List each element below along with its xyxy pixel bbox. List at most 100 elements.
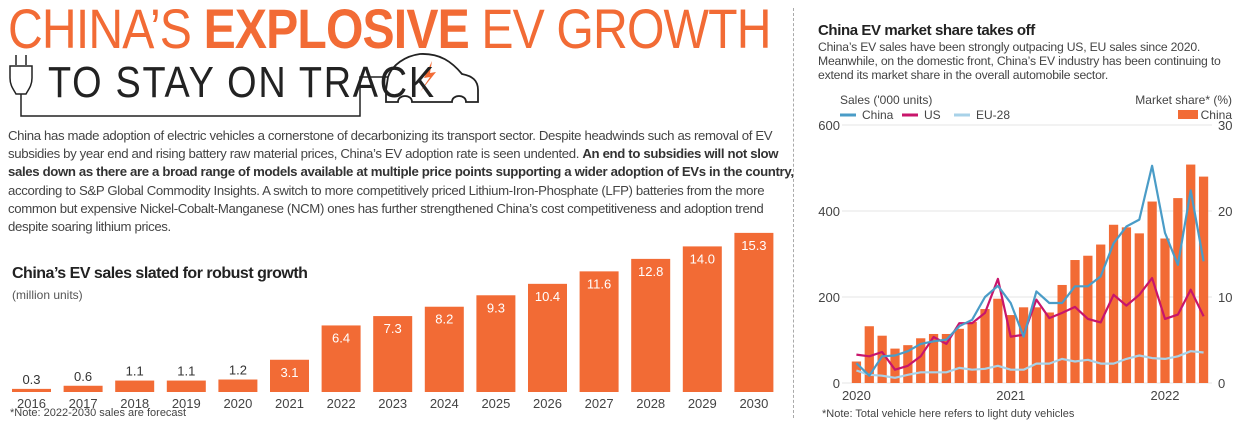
share-bar	[851, 361, 862, 383]
bar-label-2017: 0.6	[74, 369, 92, 384]
bar-label-2019: 1.1	[177, 364, 195, 379]
legend-label-us: US	[924, 108, 941, 122]
bar-label-2026: 10.4	[535, 289, 560, 304]
share-bar	[1057, 284, 1067, 383]
share-bar	[1134, 233, 1144, 383]
bar-2029	[682, 246, 722, 392]
bar-2030	[734, 232, 774, 392]
x-tick-2027: 2027	[585, 396, 614, 410]
bar-2024	[424, 306, 464, 392]
bar-2026	[528, 283, 567, 392]
lightning-icon	[420, 61, 436, 92]
market-share-chart: 0 200 400 600 0 10 20 30 2020 2021 2022 Sales ('000…	[818, 93, 1233, 403]
x-tick-2018: 2018	[120, 396, 149, 410]
plug-car-illustration	[9, 53, 479, 117]
x-tick-2028: 2028	[636, 396, 665, 410]
left-tick: 0	[833, 376, 840, 391]
bar-label-2022: 6.4	[332, 330, 350, 345]
share-bar	[1018, 307, 1029, 383]
line-china	[855, 164, 1205, 377]
right-chart-subtitle: China’s EV sales have been strongly outp…	[818, 40, 1221, 82]
share-bar	[1006, 315, 1016, 383]
bar-label-2024: 8.2	[435, 312, 453, 327]
share-bar	[1147, 201, 1157, 383]
divider	[793, 8, 794, 418]
bar-2021	[270, 359, 309, 392]
bar-label-2025: 9.3	[487, 300, 505, 315]
bar-label-2029: 14.0	[690, 251, 715, 266]
bar-label-2021: 3.1	[280, 365, 298, 380]
bar-2017	[63, 385, 103, 392]
share-bar	[954, 328, 964, 383]
bar-2018	[115, 380, 155, 392]
share-bar	[967, 321, 977, 383]
x-tick-2030: 2030	[739, 396, 768, 410]
x-tick-2022: 2022	[327, 396, 356, 410]
share-bar	[1186, 164, 1196, 383]
share-bar	[1160, 238, 1170, 383]
x-tick-2020: 2020	[223, 396, 252, 410]
share-bar	[890, 348, 900, 383]
bar-2016	[12, 388, 51, 392]
right-chart-title: China EV market share takes off	[818, 22, 1035, 39]
x-tick: 2022	[1151, 388, 1180, 403]
bar-2025	[476, 295, 516, 392]
x-tick-2029: 2029	[688, 396, 717, 410]
left-chart-unit: (million units)	[12, 288, 83, 302]
x-tick-2017: 2017	[69, 396, 98, 410]
share-bar	[980, 309, 990, 383]
main-title: CHINA’S EXPLOSIVE EV GROWTH	[8, 0, 771, 60]
bar-label-2016: 0.3	[22, 372, 40, 387]
share-bar	[1044, 312, 1054, 383]
left-tick: 600	[818, 118, 840, 133]
left-tick: 400	[818, 204, 840, 219]
bar-2020	[218, 379, 258, 392]
share-bar	[928, 333, 939, 383]
share-bar	[1173, 198, 1183, 383]
bar-label-2023: 7.3	[384, 321, 402, 336]
x-tick-2016: 2016	[17, 396, 46, 410]
share-bar	[1108, 224, 1119, 383]
x-tick-2025: 2025	[481, 396, 510, 410]
bar-label-2020: 1.2	[229, 363, 247, 378]
share-bar	[916, 338, 926, 383]
share-bar	[993, 298, 1003, 383]
intro-paragraph: China has made adoption of electric vehi…	[8, 128, 794, 235]
bar-label-2027: 11.6	[587, 276, 611, 291]
x-tick-2026: 2026	[533, 396, 562, 410]
legend-label-share: China	[1201, 108, 1233, 122]
x-tick: 2020	[842, 388, 871, 403]
share-bar	[903, 345, 913, 383]
left-chart-note: *Note: 2022-2030 sales are forecast	[10, 407, 187, 419]
ev-sales-bar-chart: 0.3 2016 0.6 2017 1.1 2018 1.1 2019 1.2 2020 3.1 20…	[12, 232, 774, 410]
legend-swatch-share	[1178, 110, 1198, 119]
x-tick-2024: 2024	[430, 396, 459, 410]
x-tick-2019: 2019	[172, 396, 201, 410]
legend-label-china: China	[862, 108, 894, 122]
left-tick: 200	[818, 290, 840, 305]
bar-label-2018: 1.1	[126, 364, 144, 379]
share-bar	[1198, 176, 1209, 383]
right-chart-note: *Note: Total vehicle here refers to ligh…	[822, 408, 1075, 420]
car-icon	[385, 53, 479, 103]
share-bar	[941, 333, 952, 383]
right-tick: 10	[1218, 290, 1232, 305]
legend-label-eu-28: EU-28	[976, 108, 1010, 122]
x-tick: 2021	[996, 388, 1025, 403]
bar-2028	[631, 258, 671, 392]
right-tick: 30	[1218, 118, 1232, 133]
line-eu-28	[856, 350, 1204, 379]
plug-icon	[9, 55, 388, 117]
bar-2027	[579, 271, 619, 392]
share-bar	[864, 326, 874, 383]
x-tick-2021: 2021	[275, 396, 304, 410]
right-axis-label: Market share* (%)	[1135, 93, 1232, 107]
bar-2022	[321, 325, 361, 392]
share-bar	[1070, 260, 1080, 383]
share-bar	[1096, 244, 1106, 383]
left-axis-label: Sales ('000 units)	[840, 93, 932, 107]
bar-2019	[166, 380, 206, 392]
bar-2023	[373, 316, 413, 392]
bar-label-2030: 15.3	[741, 238, 766, 253]
right-tick: 20	[1218, 204, 1232, 219]
